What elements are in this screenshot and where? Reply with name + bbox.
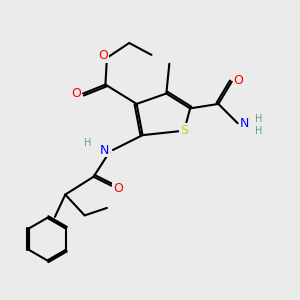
Text: O: O — [113, 182, 123, 194]
Text: H: H — [255, 126, 263, 136]
Text: O: O — [71, 87, 81, 100]
Text: H: H — [255, 114, 263, 124]
Text: O: O — [233, 74, 243, 87]
Text: S: S — [180, 124, 188, 137]
Text: H: H — [85, 139, 92, 148]
Text: O: O — [98, 49, 108, 62]
Text: N: N — [239, 117, 249, 130]
Text: N: N — [100, 143, 109, 157]
